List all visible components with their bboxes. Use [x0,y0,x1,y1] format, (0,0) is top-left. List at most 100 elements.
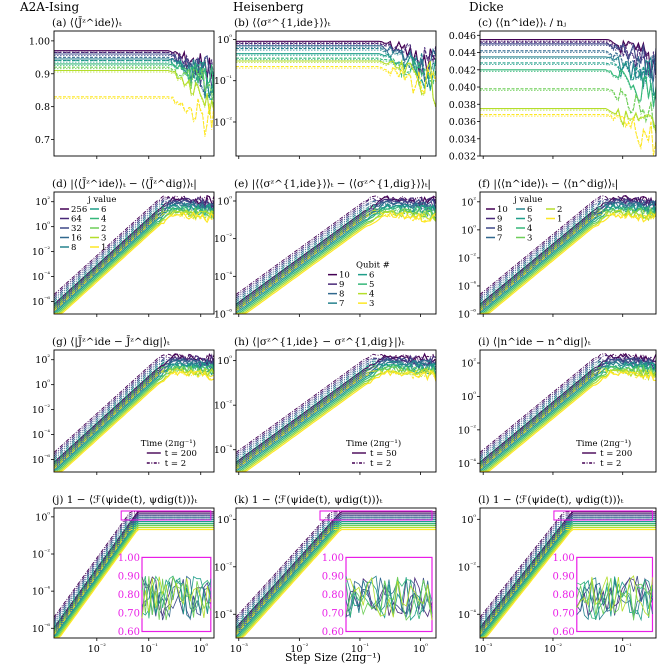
tick-label: 10⁻² [32,548,51,561]
inset-tick-label: 0.70 [553,608,575,619]
series-line [54,515,214,622]
tick-label: 10⁻⁴ [32,428,51,441]
legend-entry: 3 [527,234,532,244]
series-line [54,202,214,303]
series-line [236,198,436,299]
series-line [54,521,214,628]
panel-title: (k) 1 − ⟨ℱ(ψide(t), ψdig(t))⟩ₜ [234,494,383,506]
legend-title: j value [513,195,542,205]
series-line [54,525,214,632]
series-line [236,521,436,638]
legend-entry: t = 2 [165,459,186,469]
series-line [480,368,656,472]
series-line [480,358,656,459]
series-line [54,353,214,465]
series-line [480,513,656,630]
series-group [54,511,214,638]
series-line [480,41,656,78]
series-line [54,527,214,634]
inset-series [576,576,653,622]
tick-label: 10⁰ [35,378,50,391]
series-line [480,204,656,314]
tick-label: 10⁻⁴ [458,457,477,470]
tick-label: 10⁻⁶ [458,308,477,321]
legend-entry: 5 [527,215,532,225]
series-line [236,40,436,74]
series-line [54,355,214,455]
plot-area [235,191,437,315]
tick-label: 10⁰ [217,354,232,367]
inset-series [576,577,653,621]
series-line [236,369,436,470]
series-line [54,523,214,630]
tick-label: 10⁻³ [230,642,249,655]
series-line [480,515,656,632]
panel-j: (j) 1 − ⟨ℱ(ψide(t), ψdig(t))⟩ₜ 10⁻⁶ 10⁻⁴ 10… [32,494,215,655]
zoom-region [553,510,654,521]
inset-tick-label: 0.60 [118,627,140,638]
series-line [480,521,656,638]
legend-title: Qubit # [356,261,390,271]
inset-tick-label: 0.90 [553,571,575,582]
series-line [480,361,656,472]
series-line [236,203,436,304]
tick-label: 10⁻⁴ [214,443,233,456]
legend-entry: t = 50 [370,449,397,459]
series-line [236,360,436,461]
tick-label: 10⁻² [214,399,233,412]
tick-label: 10⁻² [214,232,233,245]
series-line [54,195,214,295]
tick-label: 10⁻² [32,403,51,416]
legend-entry: 16 [71,234,82,244]
series-line [480,355,656,465]
inset-tick-label: 0.70 [322,608,344,619]
series-group [480,39,656,156]
panel-grid: (a) ⟨⟨J̄ᶻ^ide⟩⟩ₜ 0.7 0.8 0.9 1.00 (b) ⟨⟨σᶻ^{1… [29,16,657,655]
inset-series [141,579,212,620]
series-line [480,115,656,156]
series-line [480,511,656,618]
series-line [54,69,214,115]
series-line [480,354,656,455]
column-header-ising: A2A-Ising [19,0,79,14]
legend-entry: 64 [71,215,82,225]
series-line [54,203,214,304]
series-line [54,197,214,297]
legend-entry: 1 [557,215,562,225]
series-line [236,209,436,310]
tick-label: 10⁻⁴ [214,270,233,283]
series-line [236,358,436,459]
series-line [480,358,656,469]
tick-label: 10² [461,357,476,370]
series-line [480,526,656,638]
series-line [236,362,436,462]
series-line [480,524,656,638]
panel-b: (b) ⟨⟨σᶻ^{1,ide}⟩⟩ₜ 10⁻² 10⁻¹ 10⁰ [214,17,437,159]
series-line [54,209,214,314]
series-line [480,202,656,303]
series-line [54,97,214,137]
panel-title: (g) ⟨|J̄ᶻ^ide − J̄ᶻ^dig|⟩ₜ [52,335,170,349]
inset-tick-label: 0.80 [553,590,575,601]
tick-label: 10⁻⁴ [458,279,477,292]
series-line [236,357,436,457]
tick-label: 0.044 [449,48,476,59]
panel-title: (l) 1 − ⟨ℱ(ψide(t), ψdig(t))⟩ₜ [478,494,624,506]
series-line [236,523,436,630]
series-line [236,366,436,466]
panel-c: (c) ⟨⟨n^ide⟩⟩ₜ / nⱼ 0.032 0.034 0.036 0.038 0… [449,17,657,163]
series-line [480,361,656,471]
series-line [480,529,656,636]
series-line [236,352,436,463]
series-line [480,44,656,83]
tick-label: 10⁰ [413,642,428,655]
tick-label: 10⁻² [458,423,477,436]
series-group [54,194,214,314]
legend-entry: t = 200 [165,449,197,459]
series-line [480,528,656,638]
plot-area [53,30,215,157]
tick-label: 10⁻⁶ [32,622,51,635]
plot-area [235,349,437,473]
inset-series [345,579,433,620]
